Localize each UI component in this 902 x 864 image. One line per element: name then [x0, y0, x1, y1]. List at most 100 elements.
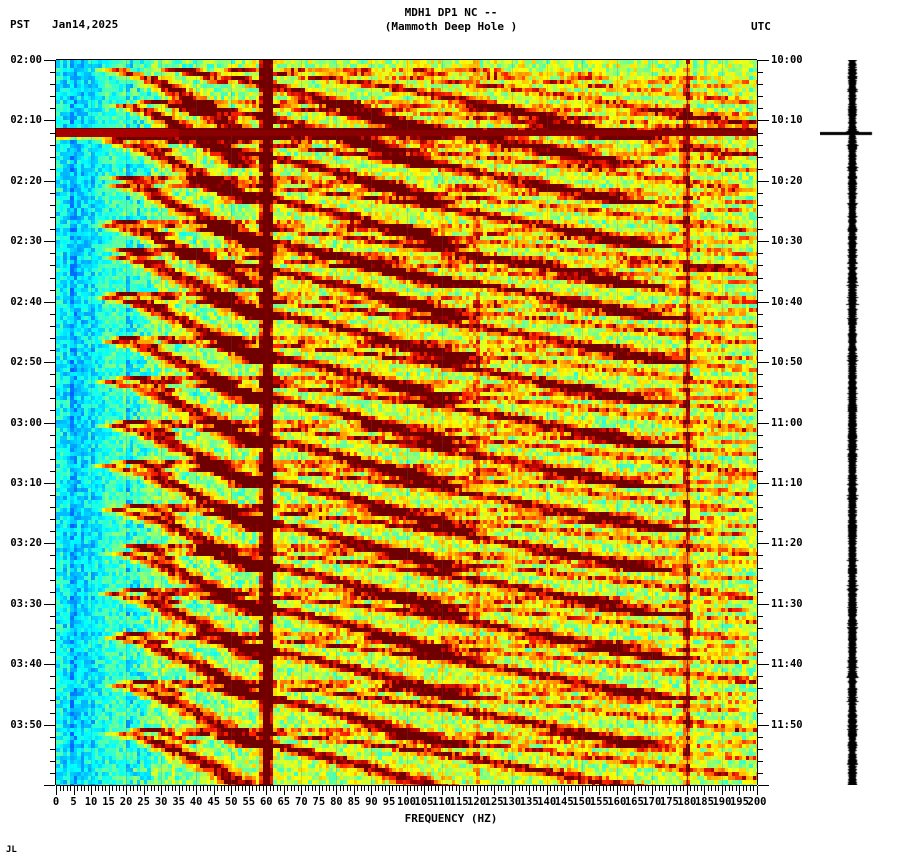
y-tick-minor-right: [758, 471, 763, 472]
seismogram-trace: [820, 60, 890, 785]
y-tick-minor-right: [758, 350, 763, 351]
x-tick-minor: [343, 786, 344, 791]
x-tick-minor: [666, 786, 667, 791]
x-tick-minor: [694, 786, 695, 791]
x-tick-minor: [585, 786, 586, 791]
y-axis-label-local: 03:50: [10, 718, 42, 731]
x-tick-minor: [697, 786, 698, 791]
y-axis-label-utc: 11:10: [771, 476, 803, 489]
x-tick-minor: [487, 786, 488, 791]
x-tick-major: [354, 786, 355, 795]
x-tick-minor: [63, 786, 64, 791]
y-tick-minor-left: [50, 447, 55, 448]
y-tick-minor-right: [758, 398, 763, 399]
x-tick-minor: [414, 786, 415, 791]
x-tick-minor: [333, 786, 334, 791]
y-tick-minor-right: [758, 84, 763, 85]
x-axis-label: 40: [189, 796, 203, 808]
y-axis-label-local: 03:30: [10, 597, 42, 610]
x-tick-minor: [382, 786, 383, 791]
x-tick-minor: [701, 786, 702, 791]
x-tick-minor: [105, 786, 106, 791]
x-axis-label: 30: [154, 796, 168, 808]
x-tick-major: [179, 786, 180, 795]
x-tick-minor: [280, 786, 281, 791]
y-tick-minor-left: [50, 386, 55, 387]
y-tick-major-right: [758, 362, 769, 363]
y-tick-major-right: [758, 120, 769, 121]
y-tick-minor-right: [758, 555, 763, 556]
x-tick-minor: [228, 786, 229, 791]
x-axis-label: 80: [330, 796, 343, 808]
x-tick-minor: [543, 786, 544, 791]
x-tick-minor: [294, 786, 295, 791]
x-tick-major: [284, 786, 285, 795]
page-title: MDH1 DP1 NC --: [404, 6, 498, 19]
x-tick-major: [687, 786, 688, 795]
y-tick-minor-right: [758, 495, 763, 496]
x-tick-minor: [364, 786, 365, 791]
x-tick-minor: [550, 786, 551, 791]
y-tick-minor-left: [50, 652, 55, 653]
y-tick-minor-left: [50, 737, 55, 738]
x-tick-minor: [680, 786, 681, 791]
y-tick-major-right: [758, 543, 769, 544]
x-tick-minor: [431, 786, 432, 791]
x-tick-minor: [428, 786, 429, 791]
y-tick-minor-left: [50, 519, 55, 520]
corner-mark: JL: [6, 845, 17, 855]
x-tick-minor: [154, 786, 155, 791]
y-tick-minor-left: [50, 628, 55, 629]
x-tick-minor: [287, 786, 288, 791]
y-tick-minor-left: [50, 410, 55, 411]
y-tick-major-left: [44, 120, 55, 121]
x-tick-minor: [357, 786, 358, 791]
x-tick-minor: [95, 786, 96, 791]
y-tick-major-left: [44, 785, 55, 786]
x-tick-major: [144, 786, 145, 795]
x-tick-minor: [298, 786, 299, 791]
x-tick-major: [547, 786, 548, 795]
y-tick-minor-left: [50, 507, 55, 508]
y-tick-minor-right: [758, 386, 763, 387]
x-tick-minor: [175, 786, 176, 791]
y-tick-minor-left: [50, 229, 55, 230]
x-tick-minor: [123, 786, 124, 791]
y-tick-minor-right: [758, 253, 763, 254]
x-tick-minor: [165, 786, 166, 791]
x-tick-minor: [533, 786, 534, 791]
x-tick-minor: [736, 786, 737, 791]
x-tick-minor: [245, 786, 246, 791]
x-tick-minor: [350, 786, 351, 791]
x-axis-label: 195: [729, 796, 749, 808]
x-tick-minor: [753, 786, 754, 791]
y-tick-minor-right: [758, 193, 763, 194]
y-tick-minor-left: [50, 773, 55, 774]
y-tick-minor-left: [50, 108, 55, 109]
y-tick-minor-left: [50, 568, 55, 569]
x-axis-label: 5: [70, 796, 77, 808]
y-axis-label-local: 03:20: [10, 537, 42, 550]
x-tick-minor: [491, 786, 492, 791]
x-tick-minor: [690, 786, 691, 791]
y-axis-label-local: 02:20: [10, 174, 42, 187]
y-tick-minor-left: [50, 133, 55, 134]
y-axis-label-local: 03:40: [10, 658, 42, 671]
y-tick-major-left: [44, 362, 55, 363]
x-tick-minor: [130, 786, 131, 791]
x-tick-minor: [116, 786, 117, 791]
x-tick-major: [161, 786, 162, 795]
x-tick-major: [301, 786, 302, 795]
x-tick-minor: [715, 786, 716, 791]
x-tick-major: [214, 786, 215, 795]
plot-top-border: [56, 59, 757, 60]
x-tick-minor: [568, 786, 569, 791]
x-tick-minor: [60, 786, 61, 791]
x-tick-minor: [329, 786, 330, 791]
x-tick-minor: [151, 786, 152, 791]
x-axis-label: 95: [382, 796, 396, 808]
x-tick-minor: [270, 786, 271, 791]
x-tick-minor: [655, 786, 656, 791]
x-tick-minor: [484, 786, 485, 791]
y-tick-minor-left: [50, 676, 55, 677]
